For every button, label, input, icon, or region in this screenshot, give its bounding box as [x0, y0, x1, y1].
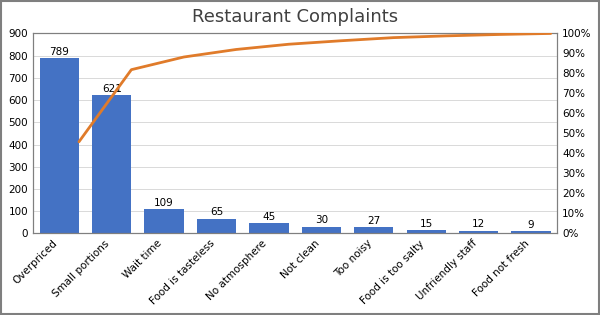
Text: 9: 9	[528, 220, 535, 230]
Bar	[459, 231, 499, 233]
Bar	[250, 223, 289, 233]
Bar	[511, 232, 551, 233]
Text: 12: 12	[472, 219, 485, 229]
Text: 45: 45	[262, 212, 275, 222]
Bar	[145, 209, 184, 233]
Text: 30: 30	[315, 215, 328, 225]
Bar	[197, 219, 236, 233]
Text: 109: 109	[154, 198, 174, 208]
Bar	[354, 227, 394, 233]
Text: 621: 621	[102, 84, 122, 94]
Bar	[407, 230, 446, 233]
Bar	[92, 95, 131, 233]
Text: 15: 15	[419, 219, 433, 228]
Bar	[40, 58, 79, 233]
Text: 789: 789	[49, 47, 69, 57]
Bar	[302, 227, 341, 233]
Text: 27: 27	[367, 216, 380, 226]
Text: 65: 65	[210, 207, 223, 217]
Title: Restaurant Complaints: Restaurant Complaints	[192, 8, 398, 26]
